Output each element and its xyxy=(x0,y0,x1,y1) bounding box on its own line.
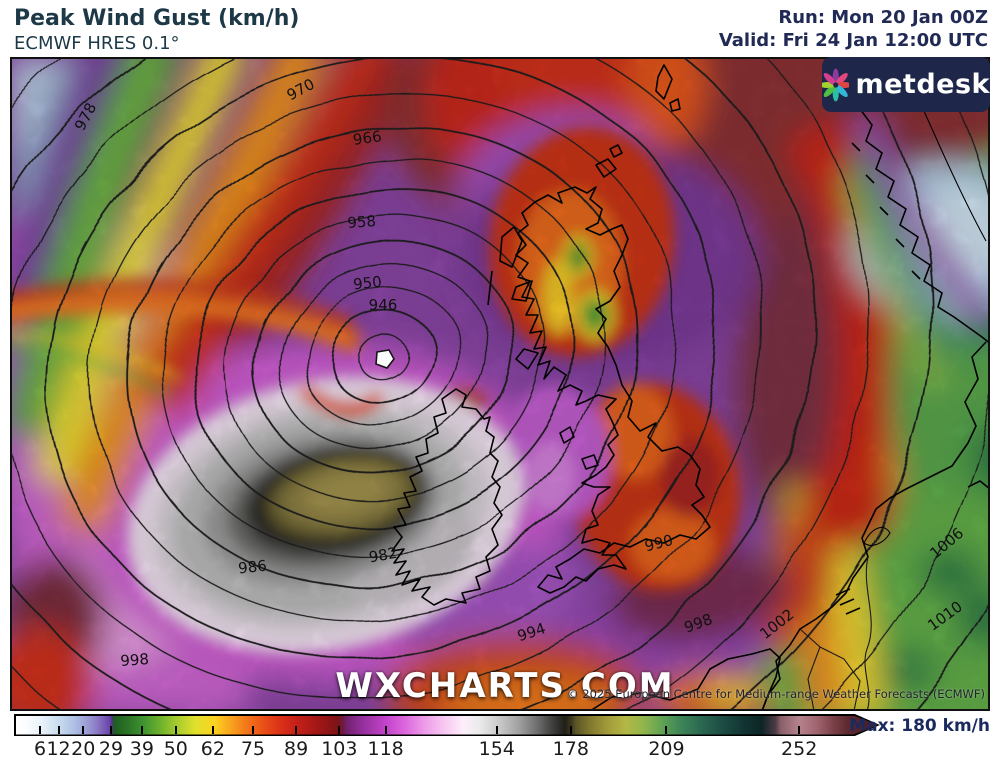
scale-tick-label: 12 xyxy=(46,738,71,760)
scale-tick-label: 39 xyxy=(129,738,154,760)
scale-tick xyxy=(251,726,254,734)
scale-tick xyxy=(109,726,112,734)
scale-tick xyxy=(211,726,214,734)
scale-tick-label: 20 xyxy=(71,738,96,760)
scale-tick-label: 89 xyxy=(284,738,309,760)
scale-tick-label: 118 xyxy=(367,738,404,760)
scale-tick-label: 252 xyxy=(781,738,818,760)
isobar-label: 986 xyxy=(237,557,267,578)
model-subtitle: ECMWF HRES 0.1° xyxy=(14,33,180,54)
metdesk-logo: metdesk xyxy=(822,57,990,112)
scale-tick xyxy=(57,726,60,734)
scale-tick-label: 103 xyxy=(321,738,358,760)
scale-tick xyxy=(174,726,177,734)
scale-tick xyxy=(82,726,85,734)
isobar-label: 982 xyxy=(367,544,398,567)
scale-tick-label: 178 xyxy=(552,738,589,760)
scale-tick xyxy=(495,726,498,734)
scale-tick xyxy=(295,726,298,734)
scale-tick-label: 62 xyxy=(200,738,225,760)
scale-tick xyxy=(665,726,668,734)
scale-tick-label: 50 xyxy=(163,738,188,760)
valid-time-label: Valid: Fri 24 Jan 12:00 UTC xyxy=(718,30,988,51)
copyright-text: © 2025 European Centre for Medium-range … xyxy=(567,687,985,701)
scale-tick xyxy=(798,726,801,734)
color-scale-labels: 6 12 20 29 39 50 62 75 89 103 118 154 178 209 252 xyxy=(14,738,880,762)
scale-tick xyxy=(140,726,143,734)
scale-tick-label: 75 xyxy=(240,738,266,760)
field-texture xyxy=(10,57,990,711)
isobar-label: 950 xyxy=(352,273,382,294)
page-title: Peak Wind Gust (km/h) xyxy=(14,6,300,31)
map-border xyxy=(10,57,990,711)
low-centre-eye xyxy=(375,349,395,369)
isobar-contours xyxy=(10,57,990,711)
color-scale-gradient xyxy=(15,715,879,735)
metdesk-logo-text: metdesk xyxy=(855,69,990,100)
scale-tick xyxy=(569,726,572,734)
country-borders xyxy=(799,556,872,711)
scale-tick xyxy=(384,726,387,734)
isobar-label: 998 xyxy=(120,650,150,670)
scale-tick xyxy=(338,726,341,734)
run-time-label: Run: Mon 20 Jan 00Z xyxy=(778,7,988,28)
isobar-label: 958 xyxy=(347,212,377,232)
watermark: WXCHARTS.COM xyxy=(335,666,675,706)
metdesk-logo-icon xyxy=(822,68,850,101)
isobar-label: 966 xyxy=(352,127,383,149)
scale-tick xyxy=(39,726,42,734)
scale-tick-label: 29 xyxy=(98,738,124,760)
scale-tick-label: 6 xyxy=(33,738,47,760)
scale-tick-label: 209 xyxy=(648,738,685,760)
wind-gust-map: 978 970 966 958 950 946 986 982 998 990 994 998 1002… xyxy=(10,57,990,711)
coastlines xyxy=(391,64,990,711)
color-scale-bar xyxy=(14,714,880,736)
scale-tick-label: 154 xyxy=(478,738,515,760)
max-gust-label: Max: 180 km/h xyxy=(849,716,990,736)
isobar-label: 946 xyxy=(369,296,398,314)
